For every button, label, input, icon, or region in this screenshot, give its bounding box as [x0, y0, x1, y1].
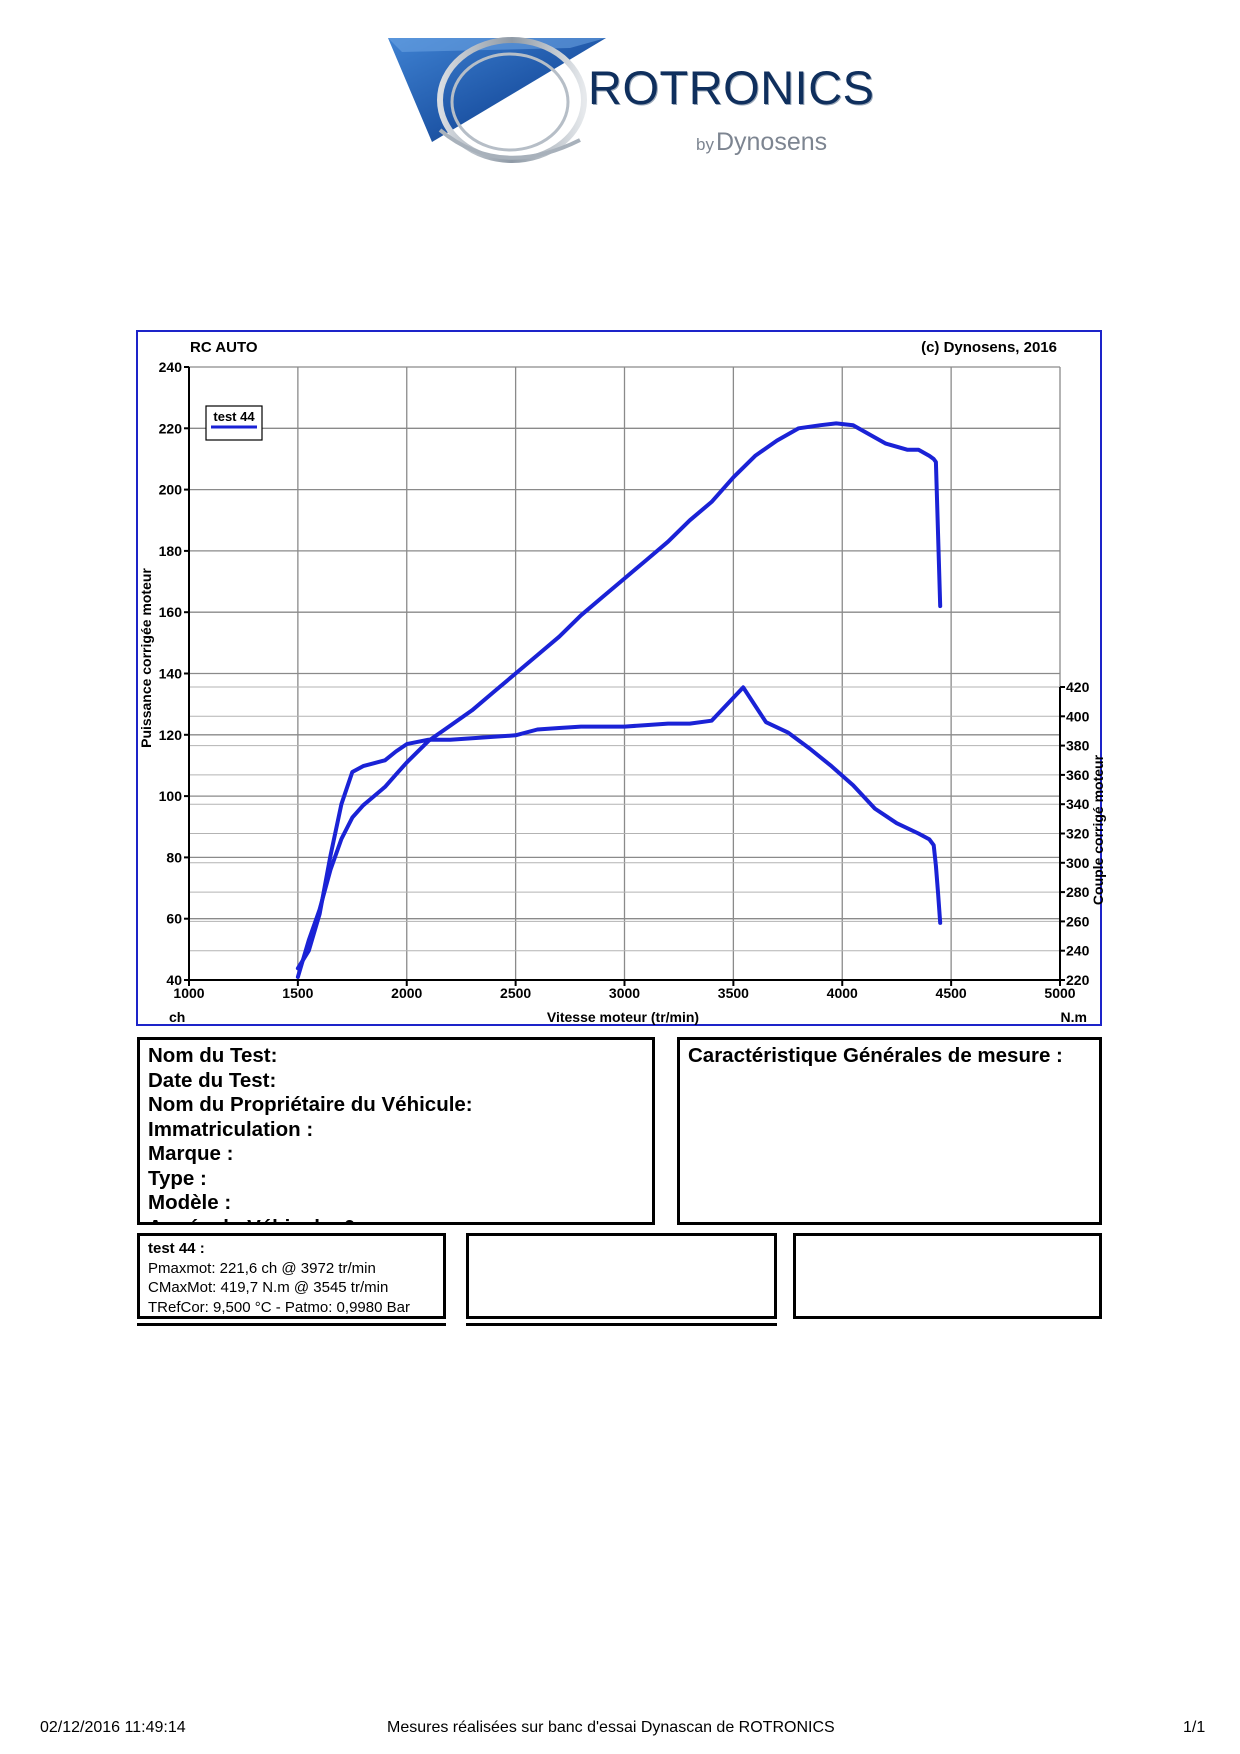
y-left-tick-label-180: 180	[159, 543, 183, 559]
rule-under-box-2	[466, 1323, 777, 1326]
results-cmax: CMaxMot: 419,7 N.m @ 3545 tr/min	[148, 1279, 389, 1296]
results-tref: TRefCor: 9,500 °C - Patmo: 0,9980 Bar	[148, 1298, 410, 1316]
owner-label: Nom du Propriétaire du Véhicule:	[148, 1093, 473, 1116]
y-left-tick-label-220: 220	[159, 420, 183, 436]
x-unit-left: ch	[169, 1009, 185, 1025]
chart-header-right: (c) Dynosens, 2016	[921, 339, 1057, 356]
footer-caption: Mesures réalisées sur banc d'essai Dynas…	[387, 1719, 835, 1736]
chart-frame	[136, 330, 1102, 1026]
y-right-tick-label-280: 280	[1066, 884, 1090, 900]
empty-results-box-2	[466, 1233, 777, 1319]
rotronics-logo: ROTRONICS byDynosens	[380, 30, 880, 180]
x-tick-label-1500: 1500	[282, 985, 313, 1001]
y-right-tick-label-240: 240	[1066, 943, 1090, 959]
footer-page-number: 1/1	[1183, 1719, 1206, 1736]
model-label: Modèle :	[148, 1191, 232, 1214]
y-left-tick-label-160: 160	[159, 604, 183, 620]
results-title: test 44 :	[148, 1240, 205, 1257]
chart-legend: test 44	[205, 405, 263, 441]
x-tick-label-1000: 1000	[173, 985, 204, 1001]
rule-under-box-1	[137, 1323, 446, 1326]
vehicle-info-box: Nom du Test: Date du Test: Nom du Propri…	[137, 1037, 655, 1225]
y-right-tick-label-340: 340	[1066, 796, 1090, 812]
characteristics-title: Caractéristique Générales de mesure :	[688, 1044, 1063, 1067]
empty-results-box-3	[793, 1233, 1102, 1319]
registration-label: Immatriculation :	[148, 1117, 314, 1141]
y-left-tick-label-200: 200	[159, 482, 183, 498]
y-right-tick-label-420: 420	[1066, 679, 1090, 695]
x-tick-label-4500: 4500	[936, 985, 967, 1001]
torque-curve	[295, 685, 943, 971]
chart-header-left: RC AUTO	[190, 339, 258, 356]
y-left-tick-label-60: 60	[166, 911, 182, 927]
legend-label: test 44	[213, 409, 255, 424]
x-axis-label: Vitesse moteur (tr/min)	[547, 1009, 699, 1025]
type-label: Type :	[148, 1166, 207, 1190]
measurement-characteristics-box: Caractéristique Générales de mesure :	[677, 1037, 1102, 1225]
y-left-tick-label-240: 240	[159, 359, 183, 375]
results-pmax: Pmaxmot: 221,6 ch @ 3972 tr/min	[148, 1259, 376, 1277]
y-left-tick-label-100: 100	[159, 788, 183, 804]
test-date-label: Date du Test:	[148, 1068, 277, 1092]
brand-label: Marque :	[148, 1142, 234, 1165]
vehicle-year-label: Année du Véhicule: 0	[148, 1216, 644, 1223]
logo-brand-text: ROTRONICS	[588, 61, 875, 114]
test-name-label: Nom du Test:	[148, 1044, 278, 1067]
y-right-tick-label-380: 380	[1066, 738, 1090, 754]
power-curve	[295, 421, 943, 979]
y-left-tick-label-80: 80	[166, 849, 182, 865]
x-unit-right: N.m	[1061, 1009, 1087, 1025]
y-right-axis-label: Couple corrigé moteur	[1090, 754, 1106, 905]
x-tick-label-2500: 2500	[500, 985, 531, 1001]
logo-sub-by: by	[696, 135, 714, 154]
y-right-tick-label-220: 220	[1066, 972, 1090, 988]
y-right-tick-label-300: 300	[1066, 855, 1090, 871]
x-tick-label-3500: 3500	[718, 985, 749, 1001]
x-tick-label-5000: 5000	[1044, 985, 1075, 1001]
y-right-tick-label-320: 320	[1066, 826, 1090, 842]
y-left-axis-label: Puissance corrigée moteur	[138, 568, 154, 748]
y-left-tick-label-40: 40	[166, 972, 182, 988]
y-left-tick-label-120: 120	[159, 727, 183, 743]
logo-sub-name: Dynosens	[715, 128, 828, 156]
x-tick-label-4000: 4000	[827, 985, 858, 1001]
footer-datetime: 02/12/2016 11:49:14	[40, 1719, 186, 1736]
test-results-box: test 44 : Pmaxmot: 221,6 ch @ 3972 tr/mi…	[137, 1233, 446, 1319]
y-right-tick-label-400: 400	[1066, 708, 1090, 724]
y-right-tick-label-360: 360	[1066, 767, 1090, 783]
logo-graphic	[388, 37, 606, 163]
y-left-tick-label-140: 140	[159, 666, 183, 682]
logo-subtitle: byDynosens	[696, 128, 827, 157]
y-right-tick-label-260: 260	[1066, 913, 1090, 929]
x-tick-label-3000: 3000	[609, 985, 640, 1001]
x-tick-label-2000: 2000	[391, 985, 422, 1001]
